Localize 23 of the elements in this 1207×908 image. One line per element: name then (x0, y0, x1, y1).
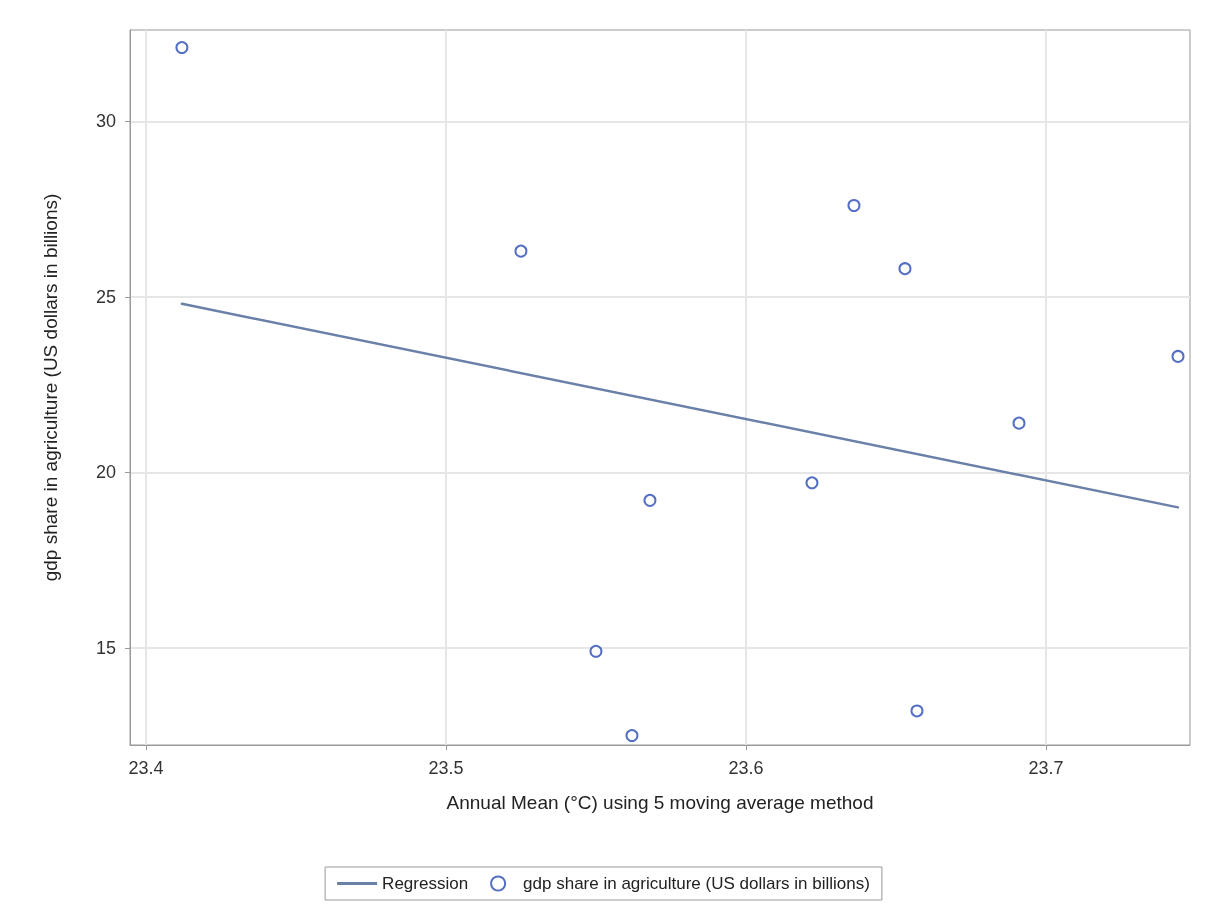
x-tick-label: 23.7 (1028, 758, 1064, 778)
point (643, 493, 657, 507)
point (847, 199, 861, 212)
x-tick-label: 23.4 (128, 758, 164, 778)
point (805, 476, 819, 490)
point (898, 262, 912, 276)
y-tick-label: 25 (95, 286, 116, 307)
point (514, 244, 528, 258)
y-tick-label: 20 (95, 462, 116, 483)
y-tick-label: 30 (95, 111, 116, 132)
point (175, 41, 189, 55)
x-tick-label: 23.6 (728, 758, 764, 778)
x-tick-label: 23.5 (428, 758, 464, 778)
point (910, 704, 924, 718)
point (589, 644, 603, 658)
legend-label: gdp share in agriculture (US dollars in billions) (523, 874, 870, 893)
point (1171, 349, 1185, 363)
y-tick-label: 15 (95, 637, 116, 658)
x-axis-title: Annual Mean (°C) using 5 moving average method (446, 792, 874, 813)
y-axis-title: gdp share in agriculture (US dollars in billions) (40, 193, 61, 582)
legend-label: Regression (382, 874, 469, 893)
point (1012, 416, 1026, 430)
point (625, 729, 639, 743)
